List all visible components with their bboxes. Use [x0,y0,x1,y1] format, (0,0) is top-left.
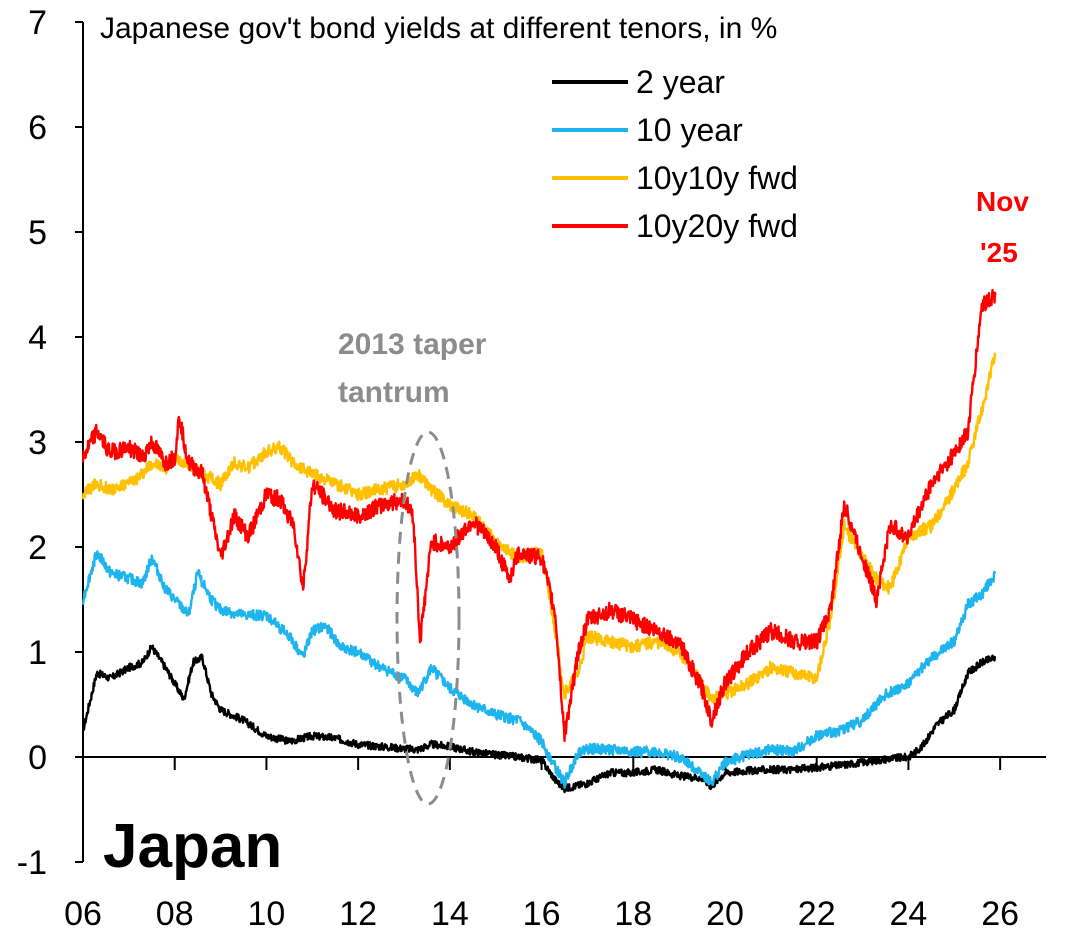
x-tick-label: 22 [798,895,836,933]
legend-label: 2 year [636,64,725,100]
x-tick-label: 24 [890,895,928,933]
series-line-10y10y-fwd [81,352,997,706]
latest-annotation-line-1: Nov [976,186,1029,217]
series-lines [81,288,997,794]
x-tick-label: 16 [523,895,561,933]
y-tick-label: 0 [28,739,47,777]
x-tick-label: 20 [706,895,744,933]
latest-annotation: Nov '25 [976,186,1029,268]
y-tick-label: 7 [28,4,47,42]
x-tick-label: 12 [339,895,377,933]
x-tick-label: 18 [614,895,652,933]
y-tick-label: 5 [28,214,47,252]
x-tick-label: 08 [156,895,194,933]
chart-title: Japanese gov't bond yields at different … [100,12,777,45]
y-tick-label: -1 [17,844,47,882]
taper-tantrum-line-1: 2013 taper [338,328,487,361]
x-tick-label: 26 [981,895,1019,933]
legend: 2 year 10 year 10y10y fwd 10y20y fwd [552,64,798,244]
legend-label: 10y10y fwd [636,160,798,196]
latest-annotation-line-2: '25 [980,237,1018,268]
y-tick-label: 3 [28,424,47,462]
legend-label: 10 year [636,112,743,148]
x-tick-label: 06 [64,895,102,933]
series-line-10-year [81,550,997,789]
y-tick-label: 6 [28,109,47,147]
series-line-10y20y-fwd [81,288,997,742]
y-tick-label: 1 [28,634,47,672]
y-tick-label: 2 [28,529,47,567]
legend-label: 10y20y fwd [636,208,798,244]
taper-tantrum-annotation: 2013 taper tantrum [338,328,487,806]
x-tick-label: 14 [431,895,469,933]
country-label: Japan [103,812,282,881]
x-tick-label: 10 [248,895,286,933]
series-line-2-year [81,644,997,794]
taper-tantrum-line-2: tantrum [338,376,450,409]
y-tick-label: 4 [28,319,47,357]
taper-tantrum-ellipse [395,430,461,806]
